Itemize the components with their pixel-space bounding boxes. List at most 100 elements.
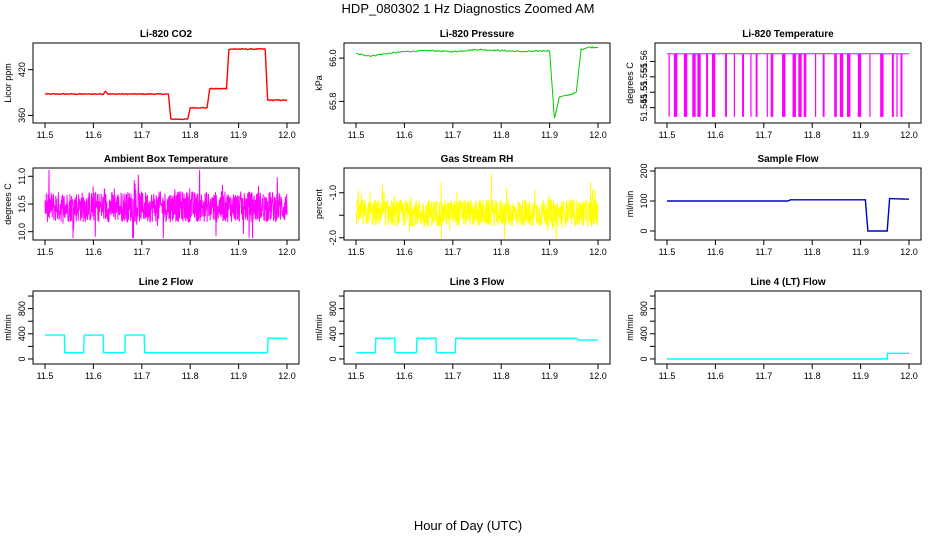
y-tick-label: 360	[17, 108, 27, 123]
x-tick-label: 12.0	[278, 130, 296, 140]
series	[44, 47, 288, 121]
panel-title: Gas Stream RH	[441, 154, 514, 165]
x-tick-label: 11.6	[396, 371, 413, 381]
y-axis-label: percent	[314, 188, 324, 219]
panel-rh: Gas Stream RH percent 11.5 11.6 11.7 11.8 11.9…	[314, 154, 611, 257]
series	[355, 46, 599, 119]
y-tick-label: 10.5	[17, 195, 27, 213]
y-tick-label: 800	[17, 301, 27, 316]
x-tick-label: 11.8	[804, 130, 821, 140]
panel-temperature: Li-820 Temperature degrees C 11.5 11.6 11.7 1…	[625, 29, 922, 140]
x-tick-label: 11.9	[541, 371, 558, 381]
x-tick-label: 11.8	[182, 247, 199, 257]
series	[355, 173, 599, 239]
x-tick-label: 11.7	[755, 247, 772, 257]
plot-frame	[343, 42, 611, 124]
x-tick-label: 11.7	[755, 130, 772, 140]
series	[667, 352, 909, 360]
x-tick-label: 12.0	[589, 371, 607, 381]
y-tick-label: 65.8	[328, 93, 338, 111]
y-tick-label: 0	[17, 356, 27, 361]
x-tick-label: 11.6	[707, 247, 724, 257]
x-tick-label: 11.6	[707, 371, 724, 381]
x-tick-label: 12.0	[900, 371, 918, 381]
y-tick-label: 400	[639, 326, 649, 341]
x-tick-label: 11.5	[348, 247, 365, 257]
x-tick-label: 11.6	[85, 130, 102, 140]
x-tick-label: 11.9	[230, 247, 247, 257]
x-tick-label: 11.7	[133, 371, 150, 381]
y-tick-label: 200	[639, 163, 649, 178]
y-axis-label: ml/min	[314, 314, 324, 341]
series-line	[667, 352, 909, 360]
panel-title: Sample Flow	[757, 154, 818, 165]
series-line	[355, 173, 599, 239]
series	[356, 337, 598, 354]
y-tick-label: -2.0	[328, 230, 338, 246]
x-tick-label: 11.6	[707, 130, 724, 140]
plot-frame	[343, 167, 611, 241]
y-tick-label: 400	[328, 326, 338, 341]
plot-frame	[654, 167, 922, 241]
panel-line3: Line 3 Flow ml/min 11.5 11.6 11.7 11.8 11.9 12.…	[314, 277, 611, 381]
panel-title: Line 3 Flow	[450, 277, 505, 288]
x-tick-label: 11.9	[541, 130, 558, 140]
x-tick-label: 11.8	[182, 371, 199, 381]
x-tick-label: 11.7	[133, 130, 150, 140]
series	[45, 334, 287, 354]
x-tick-label: 12.0	[278, 371, 296, 381]
x-tick-label: 11.5	[348, 371, 365, 381]
series-line	[44, 169, 288, 239]
panel-ambient: Ambient Box Temperature degrees C 11.5 11.6…	[3, 154, 300, 257]
x-tick-label: 11.6	[85, 371, 102, 381]
x-tick-label: 11.5	[659, 371, 676, 381]
series	[44, 169, 288, 239]
series-line	[667, 197, 909, 232]
x-tick-label: 11.8	[182, 130, 199, 140]
x-tick-label: 12.0	[278, 247, 296, 257]
y-tick-label: 51.545	[639, 94, 649, 122]
x-tick-label: 11.7	[755, 371, 772, 381]
x-tick-label: 12.0	[589, 247, 607, 257]
x-tick-label: 11.8	[493, 371, 510, 381]
x-tick-label: 11.7	[133, 247, 150, 257]
x-tick-label: 11.7	[444, 130, 461, 140]
y-axis-label: ml/min	[625, 314, 635, 341]
x-tick-label: 11.8	[493, 247, 510, 257]
y-axis-label: Licor ppm	[3, 63, 13, 103]
x-tick-label: 11.9	[852, 130, 869, 140]
x-tick-label: 12.0	[900, 130, 918, 140]
figure-title: HDP_080302 1 Hz Diagnostics Zoomed AM	[341, 1, 595, 16]
x-tick-label: 11.5	[659, 247, 676, 257]
x-tick-label: 11.7	[444, 371, 461, 381]
panel-pressure: Li-820 Pressure kPa 11.5 11.6 11.7 11.8 11.9 12…	[314, 29, 611, 140]
x-tick-label: 11.5	[37, 371, 54, 381]
y-tick-label: -1.0	[328, 185, 338, 201]
y-tick-label: 51.56	[639, 50, 649, 73]
y-axis-label: degrees C	[3, 183, 13, 225]
x-tick-label: 11.5	[659, 130, 676, 140]
panel-line4: Line 4 (LT) Flow ml/min 11.5 11.6 11.7 11.8 11…	[625, 277, 922, 381]
x-tick-label: 11.8	[804, 247, 821, 257]
panel-co2: Li-820 CO2 Licor ppm 11.5 11.6 11.7 11.8 11.9 1…	[3, 29, 300, 140]
x-tick-label: 11.8	[804, 371, 821, 381]
x-tick-label: 11.5	[37, 247, 54, 257]
series-line	[44, 47, 288, 121]
y-axis-label: ml/min	[3, 314, 13, 341]
x-tick-label: 11.5	[348, 130, 365, 140]
x-tick-label: 11.8	[493, 130, 510, 140]
series-line	[356, 337, 598, 354]
x-tick-label: 12.0	[900, 247, 918, 257]
y-tick-label: 420	[17, 62, 27, 77]
series-line	[45, 334, 287, 354]
y-tick-label: 0	[639, 228, 649, 233]
series-line	[355, 46, 599, 119]
panel-title: Line 2 Flow	[139, 277, 194, 288]
x-tick-label: 11.9	[541, 247, 558, 257]
y-tick-label: 100	[639, 193, 649, 208]
plot-frame	[654, 42, 922, 124]
series	[667, 197, 909, 232]
panel-title: Ambient Box Temperature	[104, 154, 229, 165]
plot-frame	[32, 42, 300, 124]
panel-sample: Sample Flow ml/min 11.5 11.6 11.7 11.8 11.9 12.…	[625, 154, 922, 257]
